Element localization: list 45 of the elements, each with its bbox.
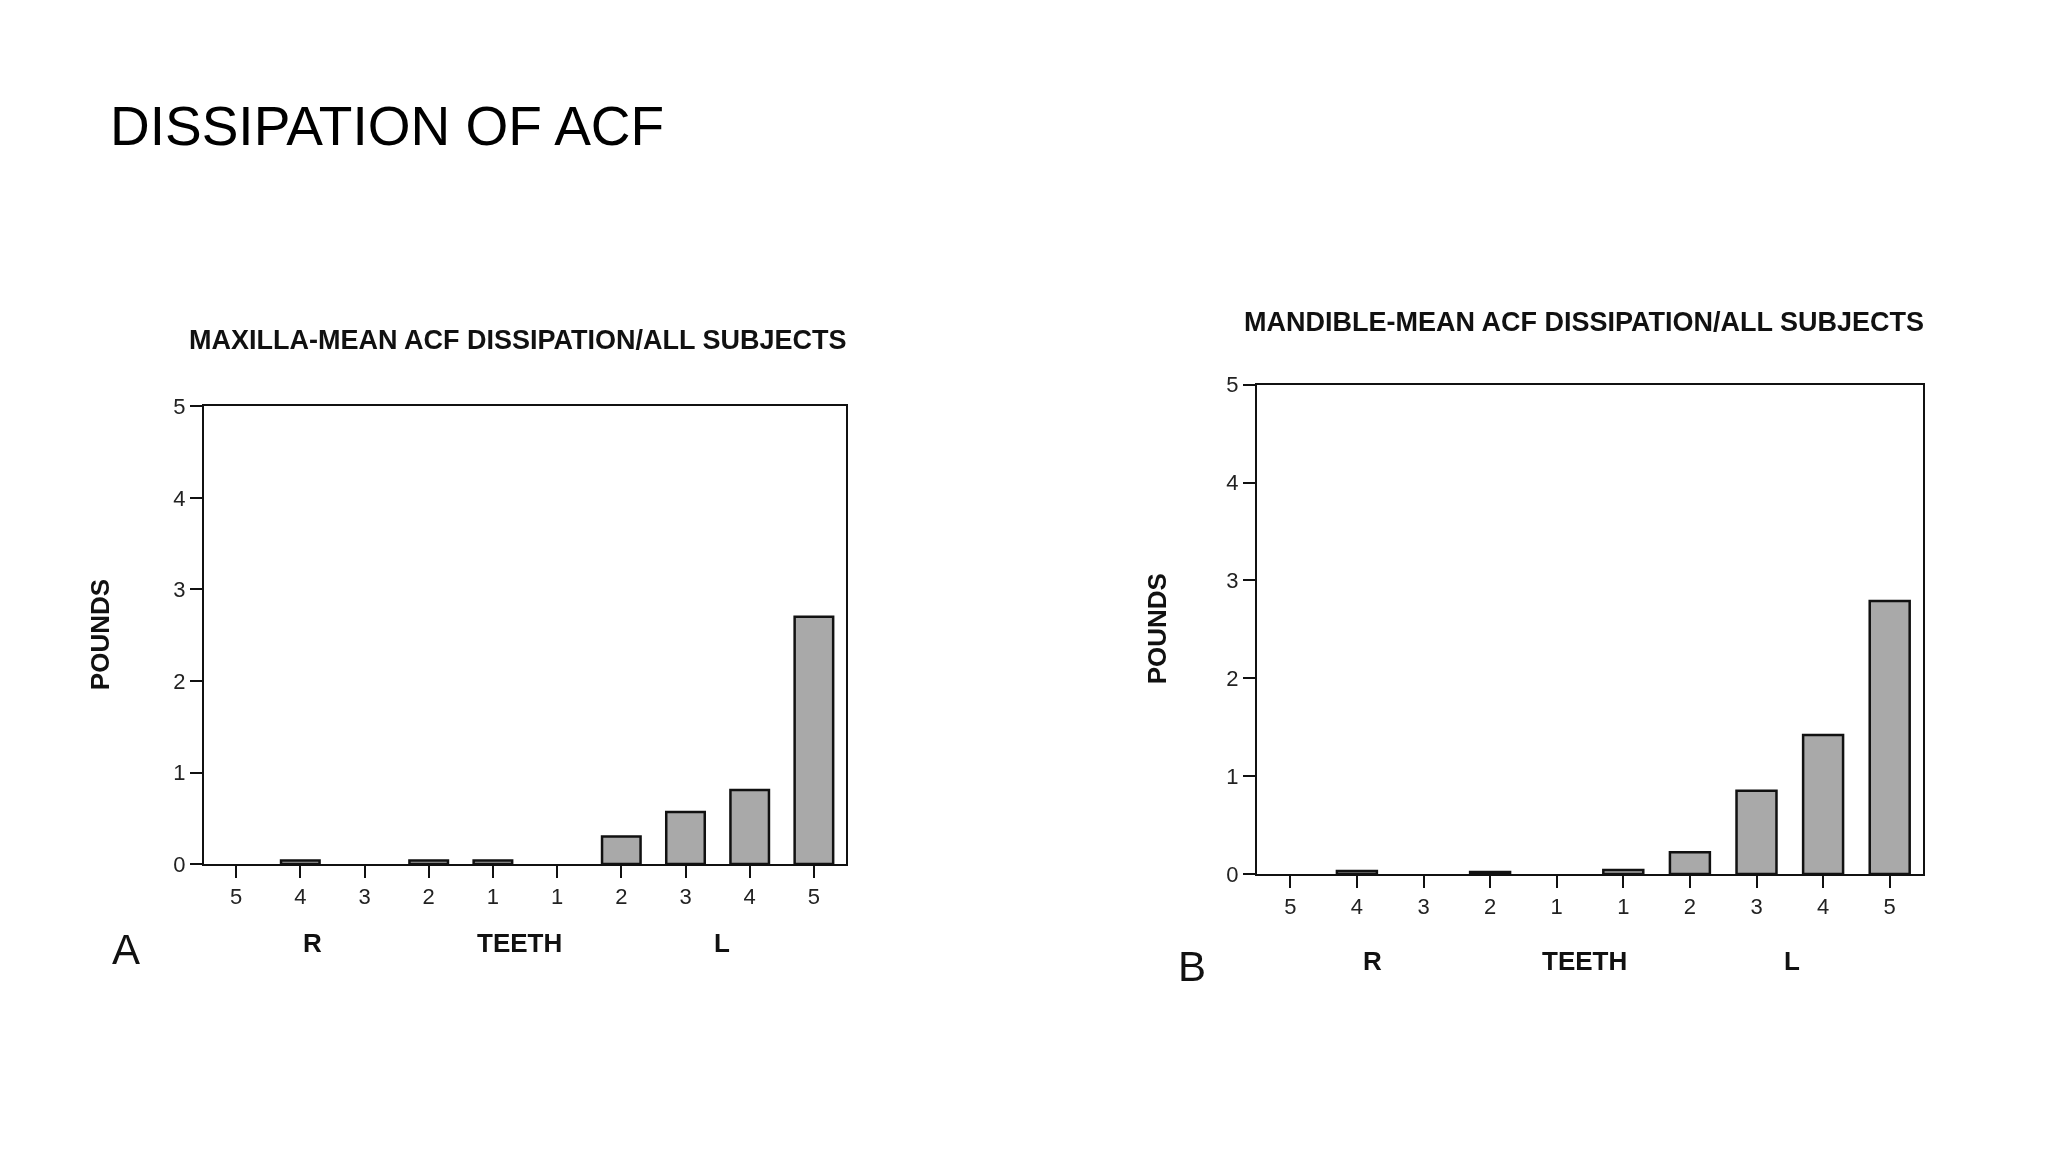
x-tick-label: 2 [1483,894,1497,920]
y-tick-label: 2 [173,668,186,694]
y-tick-label: 1 [1226,763,1239,789]
y-axis-title: POUNDS [1141,573,1172,685]
chart-title: MAXILLA-MEAN ACF DISSIPATION/ALL SUBJECTS [189,325,847,355]
x-tick-label: 4 [1350,894,1364,920]
x-tick-label: 3 [1750,894,1763,920]
x-tick-label: 4 [294,884,307,910]
y-tick-label: 5 [1226,372,1239,398]
x-tick-label: 1 [1617,894,1630,920]
chart-title: MANDIBLE-MEAN ACF DISSIPATION/ALL SUBJECTS [1244,307,1925,337]
x-tick-label: 3 [1417,894,1430,920]
x-tick-label: 4 [1816,894,1830,920]
y-tick-label: 5 [173,393,186,419]
x-tick-label: 4 [743,884,756,910]
x-tick-label: 2 [422,884,435,910]
text: R [303,928,322,958]
y-tick-label: 4 [173,485,186,511]
x-tick-label: 5 [807,884,821,910]
y-tick-label: 3 [173,577,186,603]
x-tick-label: 2 [615,884,628,910]
x-tick-label: 3 [679,884,692,910]
y-tick-label: 2 [1226,665,1239,691]
text: L [714,928,730,958]
x-tick-label: 2 [1683,894,1697,920]
x-tick-label: 5 [229,884,243,910]
x-tick-label: 1 [1550,894,1563,920]
x-tick-label: 1 [486,884,500,910]
y-axis-title: POUNDS [84,578,115,691]
y-tick-label: 4 [1226,470,1239,496]
text: A [112,926,141,973]
x-axis-title: TEETH [1542,946,1628,976]
x-tick-label: 3 [358,884,371,910]
y-tick-label: 3 [1226,568,1239,594]
x-tick-label: 5 [1284,894,1297,920]
y-tick-label: 0 [1226,861,1239,887]
y-tick-label: 1 [173,760,186,786]
text: R [1363,946,1382,976]
y-tick-label: 0 [173,851,186,877]
text: B [1178,943,1207,990]
x-axis-title: TEETH [477,928,563,958]
x-tick-label: 5 [1883,894,1896,920]
x-tick-label: 1 [550,884,564,910]
text: L [1784,946,1800,976]
text: DISSIPATION OF ACF [110,95,665,157]
